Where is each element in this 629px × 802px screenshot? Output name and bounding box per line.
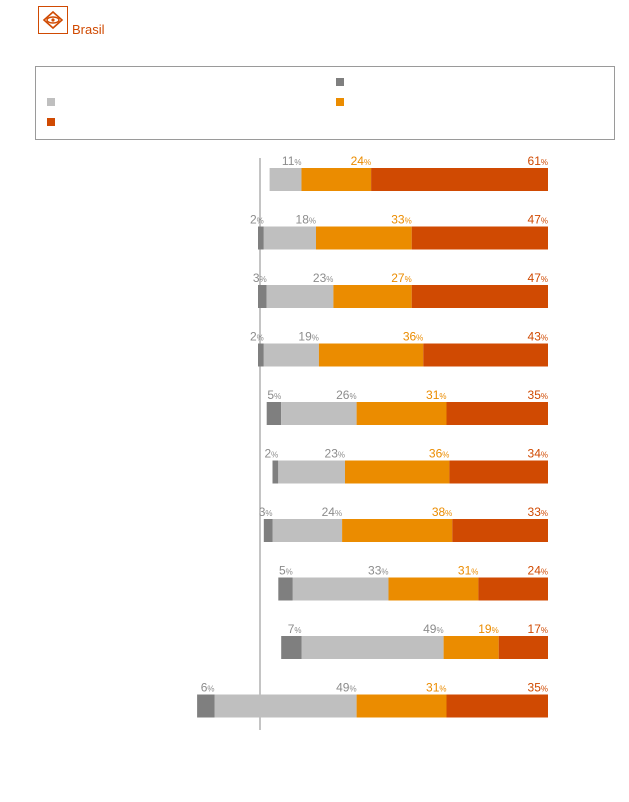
data-label-row5-s4: 35%	[528, 388, 548, 402]
data-label-row1-s3: 24%	[351, 154, 371, 168]
bar-segment-row10-s2	[214, 694, 357, 718]
eye-logo-icon	[38, 6, 68, 34]
bar-segment-row5-s4	[446, 402, 548, 425]
bar-segment-row5-s3	[356, 402, 447, 425]
bar-segment-row7-s3	[342, 519, 453, 542]
bar-segment-row10-s4	[446, 694, 548, 718]
bar-segment-row4-s2	[263, 343, 319, 367]
bar-segment-row7-s4	[452, 519, 548, 542]
data-label-row6-s1: 2%	[264, 447, 278, 461]
bar-segment-row8-s3	[388, 577, 479, 601]
legend-swatch-dark-gray	[336, 78, 344, 86]
legend-swatch-red	[47, 118, 55, 126]
data-label-row4-s2: 19%	[298, 330, 318, 344]
data-label-row8-s3: 31%	[458, 564, 478, 578]
data-label-row5-s1: 5%	[267, 388, 281, 402]
bar-segment-row9-s4	[498, 636, 548, 659]
data-label-row10-s1: 6%	[201, 681, 215, 695]
data-label-row9-s2: 49%	[423, 622, 443, 636]
bar-segment-row7-s1	[263, 519, 273, 542]
data-label-row4-s1: 2%	[250, 330, 264, 344]
data-label-row9-s3: 19%	[478, 622, 498, 636]
bar-segment-row1-s2	[269, 168, 302, 191]
bar-segment-row4-s3	[318, 343, 424, 367]
bar-segment-row2-s2	[263, 226, 316, 250]
data-label-row1-s2: 11%	[282, 154, 302, 168]
bar-segment-row2-s4	[411, 226, 548, 250]
data-label-row7-s1: 3%	[259, 505, 273, 519]
bar-segment-row3-s4	[411, 285, 548, 308]
data-label-row10-s3: 31%	[426, 681, 446, 695]
bar-segment-row4-s1	[258, 343, 264, 367]
chart-legend	[35, 66, 615, 140]
bar-segment-row2-s3	[316, 226, 412, 250]
data-label-row10-s2: 49%	[336, 681, 356, 695]
data-label-row5-s3: 31%	[426, 388, 446, 402]
bar-segment-row7-s2	[272, 519, 343, 542]
bar-segment-row2-s1	[258, 226, 264, 250]
bar-segment-row6-s4	[449, 460, 548, 484]
bar-segment-row10-s3	[356, 694, 447, 718]
data-label-row5-s2: 26%	[336, 388, 356, 402]
data-label-row3-s3: 27%	[391, 271, 411, 285]
data-label-row7-s4: 33%	[528, 505, 548, 519]
bar-segment-row4-s4	[423, 343, 548, 367]
legend-swatch-light-gray	[47, 98, 55, 106]
data-label-row7-s2: 24%	[322, 505, 342, 519]
data-label-row2-s4: 47%	[528, 213, 548, 227]
data-label-row1-s4: 61%	[528, 154, 548, 168]
data-label-row10-s4: 35%	[528, 681, 548, 695]
data-label-row3-s4: 47%	[528, 271, 548, 285]
data-label-row4-s4: 43%	[528, 330, 548, 344]
data-label-row9-s1: 7%	[288, 622, 302, 636]
data-label-row3-s2: 23%	[313, 271, 333, 285]
data-label-row6-s2: 23%	[325, 447, 345, 461]
data-label-row2-s3: 33%	[391, 213, 411, 227]
brand-name: Brasil	[72, 22, 105, 37]
bar-segment-row3-s3	[333, 285, 412, 308]
bar-segment-row8-s2	[292, 577, 389, 601]
brand: Brasil	[38, 6, 105, 37]
data-label-row2-s1: 2%	[250, 213, 264, 227]
data-label-row6-s4: 34%	[528, 447, 548, 461]
bar-segment-row9-s1	[281, 636, 302, 659]
bar-segment-row3-s2	[266, 285, 334, 308]
bar-segment-row5-s2	[281, 402, 357, 425]
data-label-row9-s4: 17%	[528, 622, 548, 636]
data-label-row4-s3: 36%	[403, 330, 423, 344]
bar-segment-row6-s2	[278, 460, 345, 484]
bar-segment-row6-s3	[345, 460, 450, 484]
data-label-row6-s3: 36%	[429, 447, 449, 461]
bar-segment-row1-s4	[371, 168, 548, 191]
bar-segment-row6-s1	[272, 460, 279, 484]
bar-segment-row8-s4	[478, 577, 548, 601]
bar-segment-row9-s3	[443, 636, 499, 659]
bar-segment-row3-s1	[258, 285, 267, 308]
data-label-row8-s2: 33%	[368, 564, 388, 578]
data-label-row2-s2: 18%	[296, 213, 316, 227]
bar-segment-row10-s1	[197, 694, 215, 718]
data-label-row3-s1: 3%	[253, 271, 267, 285]
bar-segment-row9-s2	[301, 636, 444, 659]
data-label-row8-s1: 5%	[279, 564, 293, 578]
bar-segment-row5-s1	[266, 402, 282, 425]
legend-swatch-orange	[336, 98, 344, 106]
bar-segment-row1-s3	[301, 168, 372, 191]
data-label-row7-s3: 38%	[432, 505, 452, 519]
bar-segment-row8-s1	[278, 577, 293, 601]
data-label-row8-s4: 24%	[528, 564, 548, 578]
